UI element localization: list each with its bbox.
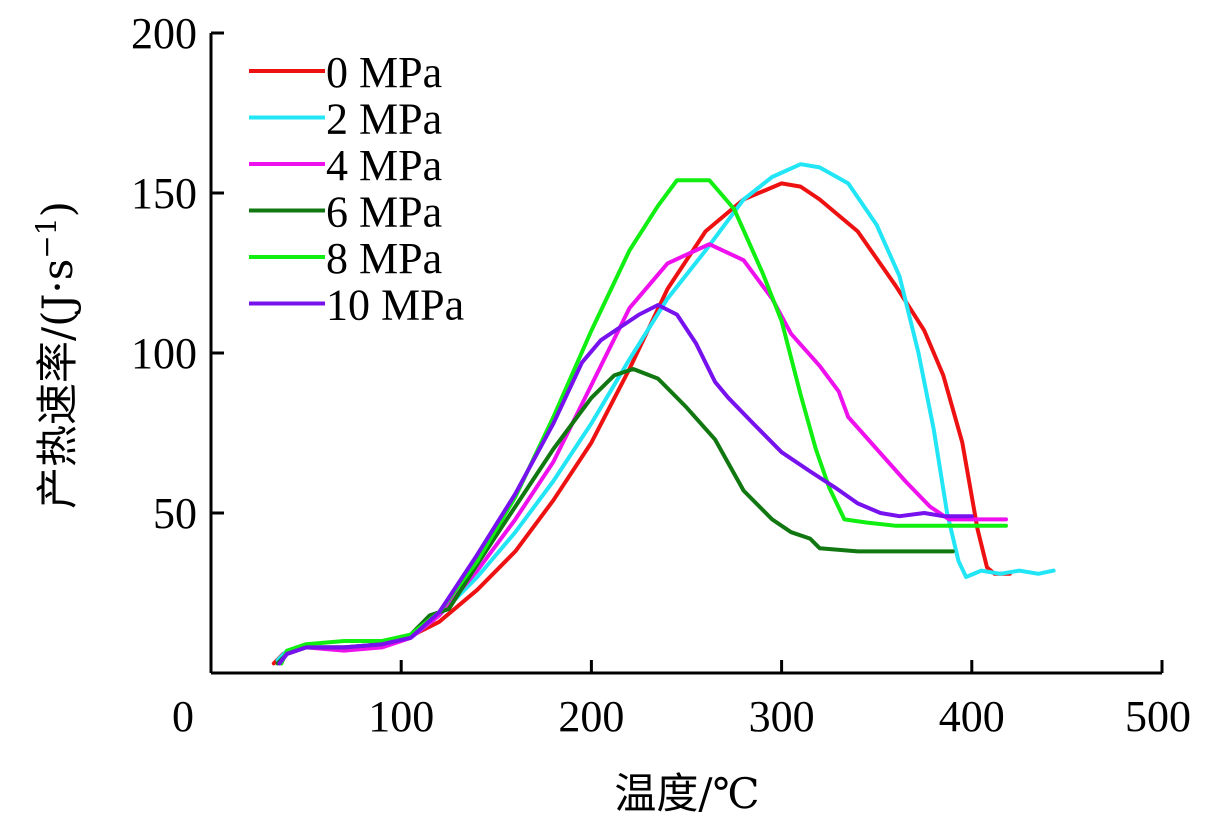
x-axis-title: 温度/℃: [614, 769, 759, 818]
legend-label: 10 MPa: [326, 281, 464, 330]
y-axis-title-sup: −1: [30, 217, 63, 258]
y-tick-label: 100: [131, 329, 197, 378]
legend-label: 8 MPa: [326, 234, 442, 283]
legend-item: 10 MPa: [249, 281, 464, 330]
legend-item: 0 MPa: [249, 48, 442, 97]
y-tick-label: 150: [131, 169, 197, 218]
x-tick-label: 0: [172, 692, 194, 741]
x-tick-label: 400: [939, 692, 1005, 741]
legend-label: 4 MPa: [326, 141, 442, 190]
series-line-6-mpa: [275, 367, 955, 666]
y-ticks: 50 100 150 200: [131, 9, 224, 538]
x-tick-label: 200: [558, 692, 624, 741]
series-lines: [271, 162, 1056, 666]
series-line-8-mpa: [279, 178, 1008, 666]
legend-label: 0 MPa: [326, 48, 442, 97]
series-line-10-mpa: [277, 303, 974, 666]
y-tick-label: 200: [131, 9, 197, 58]
x-tick-label: 100: [368, 692, 434, 741]
legend-label: 6 MPa: [326, 188, 442, 237]
series-line-4-mpa: [277, 242, 1008, 666]
legend-item: 8 MPa: [249, 234, 442, 283]
x-tick-label: 300: [749, 692, 815, 741]
svg-text:产热速率/(J·s−1): 产热速率/(J·s−1): [30, 201, 82, 509]
y-axis-title-close: ): [33, 201, 82, 217]
legend-label: 2 MPa: [326, 95, 442, 144]
legend-item: 4 MPa: [249, 141, 442, 190]
y-tick-label: 50: [153, 489, 197, 538]
x-ticks: 0 100 200 300 400 500: [172, 660, 1191, 741]
y-axis-title-main: 产热速率/(J·s: [33, 259, 82, 509]
y-axis-title: 产热速率/(J·s−1): [30, 201, 82, 509]
legend-item: 2 MPa: [249, 95, 442, 144]
x-tick-label: 500: [1125, 692, 1191, 741]
legend-item: 6 MPa: [249, 188, 442, 237]
